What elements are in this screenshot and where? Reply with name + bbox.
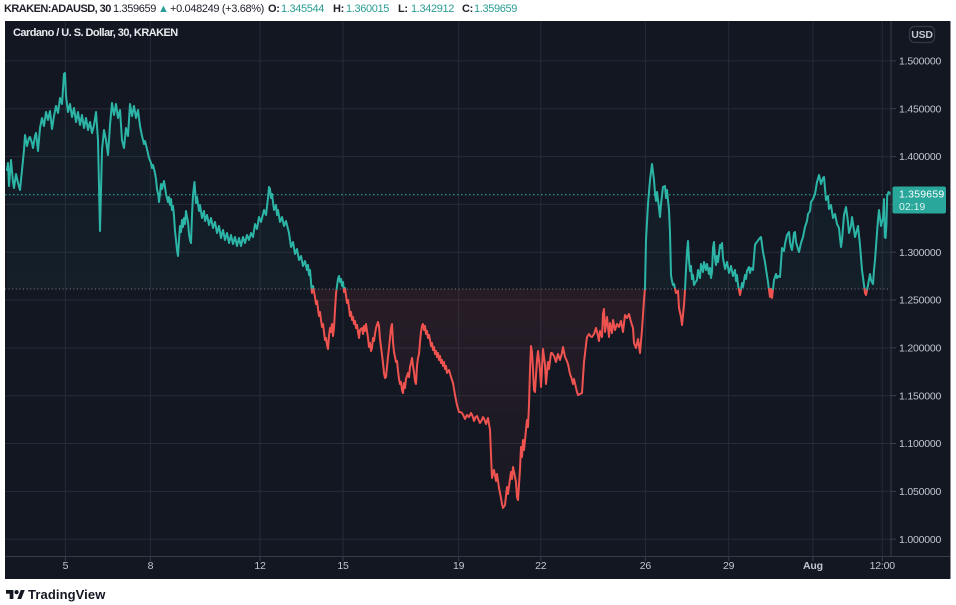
svg-text:1.100000: 1.100000 [899, 438, 942, 450]
svg-text:1.500000: 1.500000 [899, 56, 942, 68]
svg-text:1.250000: 1.250000 [899, 295, 942, 307]
svg-text:1.400000: 1.400000 [899, 151, 942, 163]
svg-text:1.300000: 1.300000 [899, 247, 942, 259]
svg-text:1.450000: 1.450000 [899, 103, 942, 115]
svg-text:15: 15 [337, 560, 349, 572]
svg-text:1.000000: 1.000000 [899, 534, 942, 546]
svg-text:USD: USD [911, 29, 933, 41]
svg-text:1.150000: 1.150000 [899, 390, 942, 402]
svg-text:02:19: 02:19 [899, 201, 925, 213]
svg-text:12:00: 12:00 [870, 560, 896, 572]
svg-text:29: 29 [723, 560, 735, 572]
svg-text:8: 8 [148, 560, 154, 572]
svg-text:5: 5 [63, 560, 69, 572]
svg-text:12: 12 [254, 560, 266, 572]
svg-text:19: 19 [453, 560, 465, 572]
svg-text:26: 26 [640, 560, 652, 572]
svg-text:1.359659: 1.359659 [899, 189, 944, 201]
svg-text:22: 22 [535, 560, 547, 572]
svg-text:1.200000: 1.200000 [899, 343, 942, 355]
svg-text:1.050000: 1.050000 [899, 486, 942, 498]
svg-text:Aug: Aug [803, 560, 823, 572]
